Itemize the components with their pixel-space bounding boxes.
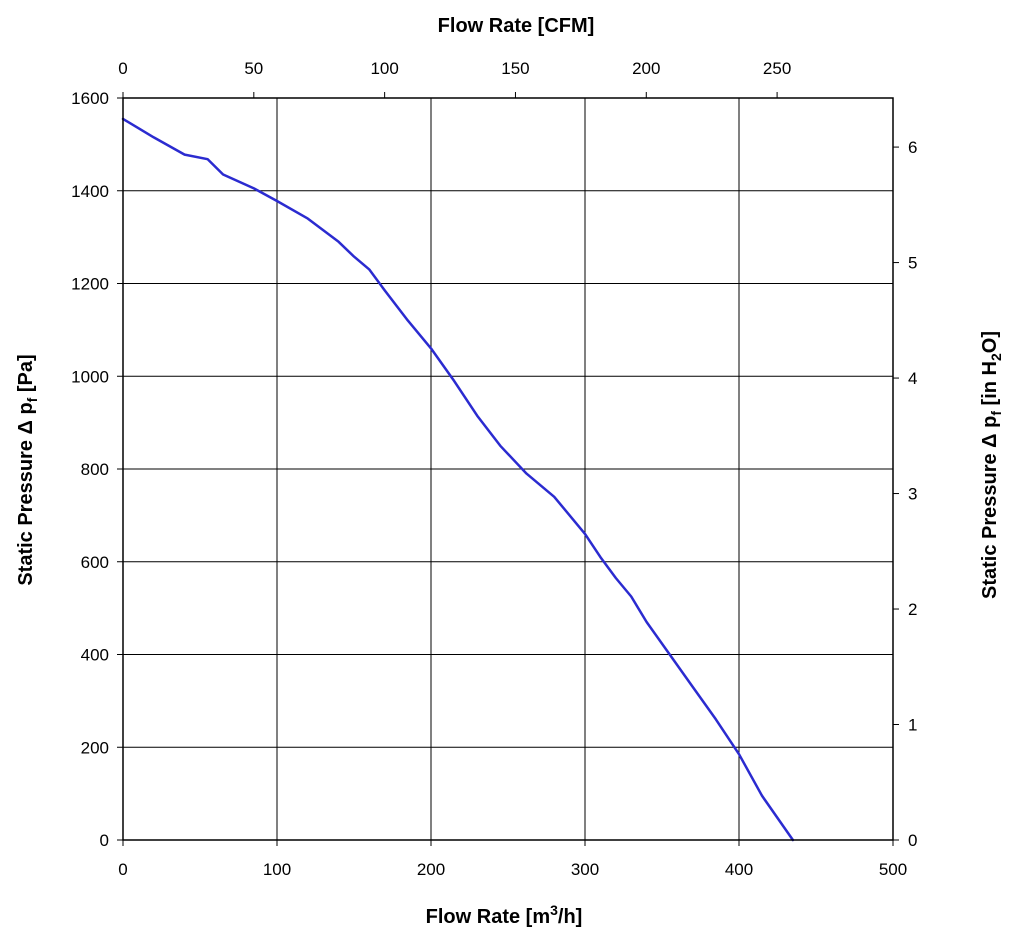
right-y-tick-label: 3	[908, 485, 917, 504]
left-axis-title-tail: [Pa]	[15, 354, 37, 397]
top-x-tick-label: 250	[763, 59, 791, 78]
top-x-tick-label: 100	[370, 59, 398, 78]
bottom-axis-title-sup: 3	[550, 902, 558, 918]
right-axis-title-sub2: 2	[988, 353, 1004, 361]
right-axis-title-sub1: f	[988, 411, 1004, 416]
right-y-tick-label: 6	[908, 138, 917, 157]
left-axis-title-main: Static Pressure Δ p	[15, 402, 37, 585]
top-x-tick-label: 0	[118, 59, 127, 78]
x-tick-label: 400	[725, 860, 753, 879]
x-tick-label: 100	[263, 860, 291, 879]
left-axis-title: Static Pressure Δ pf [Pa]	[15, 354, 40, 585]
x-tick-label: 200	[417, 860, 445, 879]
right-axis-title: Static Pressure Δ pf [in H2O]	[979, 331, 1004, 599]
bottom-axis-title-main: Flow Rate [m	[426, 906, 550, 928]
right-axis-title-mid: [in H	[979, 361, 1001, 411]
y-tick-label: 200	[81, 738, 109, 757]
grid	[123, 98, 893, 840]
y-tick-label: 600	[81, 553, 109, 572]
x-tick-label: 300	[571, 860, 599, 879]
top-x-tick-label: 150	[501, 59, 529, 78]
series-layer	[121, 117, 795, 842]
y-tick-label: 400	[81, 646, 109, 665]
y-tick-label: 1000	[71, 367, 109, 386]
x-tick-label: 500	[879, 860, 907, 879]
series-line	[121, 117, 795, 842]
top-x-tick-label: 200	[632, 59, 660, 78]
y-tick-label: 1200	[71, 275, 109, 294]
right-axis-title-main: Static Pressure Δ p	[979, 416, 1001, 599]
y-tick-label: 0	[100, 831, 109, 850]
top-axis-title: Flow Rate [CFM]	[438, 15, 595, 37]
right-y-tick-label: 2	[908, 600, 917, 619]
bottom-axis-title: Flow Rate [m3/h]	[426, 902, 583, 928]
bottom-axis-title-tail: /h]	[558, 906, 582, 928]
y-tick-label: 1600	[71, 89, 109, 108]
right-y-tick-label: 5	[908, 254, 917, 273]
right-y-tick-label: 0	[908, 831, 917, 850]
y-tick-label: 800	[81, 460, 109, 479]
right-y-tick-label: 4	[908, 369, 917, 388]
right-y-tick-label: 1	[908, 716, 917, 735]
tick-layer: 0 100 200 300 400 500020040060080010001200140…	[71, 59, 917, 879]
right-axis-title-tail: O]	[979, 331, 1001, 353]
y-tick-label: 1400	[71, 182, 109, 201]
top-x-tick-label: 50	[244, 59, 263, 78]
left-axis-title-sub: f	[24, 397, 40, 402]
x-tick-label: 0	[118, 860, 127, 879]
